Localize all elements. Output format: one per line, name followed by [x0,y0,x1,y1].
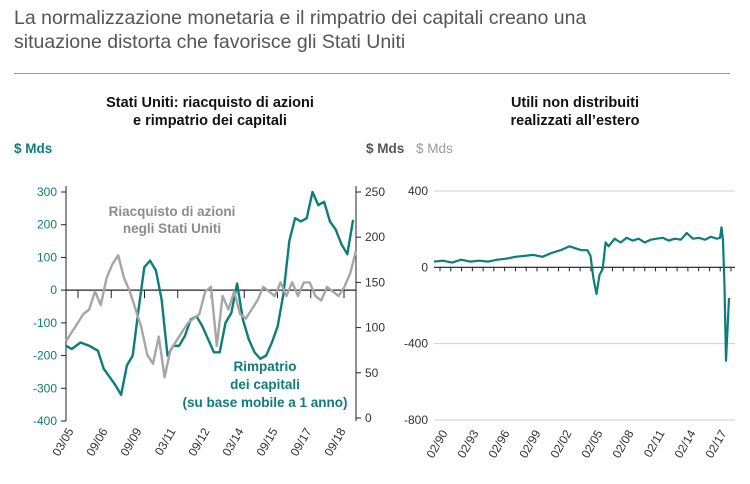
right-x-tick-label: 02/90 [423,427,450,460]
left-x-tick-label: 03/05 [49,425,76,458]
right-y-tick-label: 200 [365,230,385,244]
right-x-tick-label: 02/11 [641,427,668,460]
right-y-tick-label: 400 [408,184,428,198]
right-x-tick-label: 02/93 [454,427,481,460]
left-x-tick-label: 09/06 [83,425,110,458]
right-x-tick-label: 02/96 [485,427,512,460]
headline-line-2: situazione distorta che favorisce gli St… [14,31,406,53]
left-y-tick-label: -200 [33,349,57,363]
left-y-tick-label: -400 [33,414,57,428]
left-x-tick-label: 09/12 [185,425,212,458]
left-chart-title-line-1: Stati Uniti: riacquisto di azioni [106,95,314,111]
right-y-tick-label: 250 [365,185,385,199]
left-x-tick-label: 09/17 [287,425,314,458]
left-y-tick-label: 100 [37,250,57,264]
right-y-tick-label: -800 [404,413,428,427]
right-y-tick-label: 0 [365,411,372,425]
right-y-tick-label: 100 [365,321,385,335]
left-y-tick-label: -100 [33,316,57,330]
headline: La normalizzazione monetaria e il rimpat… [14,6,734,54]
repatriation-series-line [65,190,355,396]
buyback-series-line [64,250,358,379]
right-x-tick-label: 02/17 [702,427,729,460]
y-axis-unit-right-chart: $ Mds [416,141,453,156]
left-y-tick-label: 200 [37,218,57,232]
right-x-tick-label: 02/99 [516,427,543,460]
right-y-tick-label: -400 [404,337,428,351]
left-x-tick-label: 09/18 [321,425,348,458]
repatriation-annotation-line-1: Rimpatrio [233,359,296,374]
left-y-tick-label: 0 [50,283,57,297]
right-chart-title-line-2: realizzati all’estero [510,113,640,129]
right-y-tick-label: 0 [421,260,428,274]
left-y-tick-label: 300 [37,185,57,199]
right-chart-title: Utili non distribuiti realizzati all’est… [440,94,710,130]
retained-earnings-series-line [433,226,731,362]
right-chart-title-line-1: Utili non distribuiti [510,95,640,111]
right-x-tick-label: 02/08 [609,427,636,460]
repatriation-annotation-line-3: (su base mobile a 1 anno) [182,395,347,410]
right-x-tick-label: 02/14 [671,427,698,460]
left-chart-title-line-2: e rimpatrio dei capitali [133,113,287,129]
left-x-tick-label: 03/14 [219,425,246,458]
headline-divider [14,73,730,74]
repatriation-annotation-line-2: dei capitali [230,377,300,392]
right-axis-unit-left-chart: $ Mds [366,141,405,156]
left-x-tick-label: 09/09 [117,425,144,458]
right-x-tick-label: 02/02 [547,427,574,460]
left-chart-title: Stati Uniti: riacquisto di azioni e rimp… [60,94,360,130]
right-y-tick-label: 50 [365,366,379,380]
right-y-tick-label: 150 [365,275,385,289]
right-x-tick-label: 02/05 [578,427,605,460]
headline-line-1: La normalizzazione monetaria e il rimpat… [14,7,587,29]
left-x-tick-label: 03/11 [152,425,179,458]
left-axis-unit: $ Mds [14,141,53,156]
buyback-annotation-line-1: Riacquisto di azioni [109,204,236,219]
buyback-annotation-line-2: negli Stati Uniti [123,221,221,236]
left-y-tick-label: -300 [33,381,57,395]
left-x-tick-label: 09/15 [253,425,280,458]
